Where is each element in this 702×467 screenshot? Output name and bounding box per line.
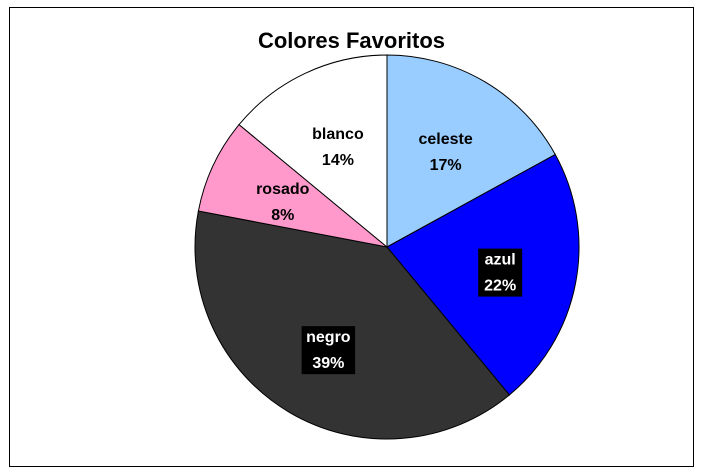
pie-label-name: celeste (419, 131, 473, 148)
pie-label-value: 17% (430, 157, 462, 174)
pie-label-value: 8% (271, 207, 294, 224)
pie-label-name: blanco (312, 126, 364, 143)
pie-label-azul: azul 22% (478, 248, 523, 297)
pie-slice-negro (194, 210, 511, 440)
pie-label-background (301, 326, 356, 375)
pie-label-name: negro (306, 329, 351, 346)
chart-title: Colores Favoritos (257, 28, 446, 53)
pie-label-name: azul (485, 252, 516, 269)
pie-slice-rosado (197, 123, 388, 248)
pie-label-value: 14% (322, 152, 354, 169)
pie-label-blanco: blanco 14% (312, 126, 364, 169)
pie-slice-celeste (386, 54, 556, 248)
pie-label-celeste: celeste 17% (419, 131, 473, 174)
pie-label-name: rosado (256, 181, 310, 198)
pie-chart: celeste 17% azul 22% negro 39% rosado 8% blanco 1… (194, 54, 580, 440)
pie-slice-blanco (238, 54, 388, 249)
pie-label-background (478, 248, 523, 297)
pie-label-value: 22% (484, 278, 516, 295)
pie-label-negro: negro 39% (301, 326, 356, 375)
pie-label-rosado: rosado 8% (256, 181, 310, 224)
pie-label-value: 39% (312, 355, 344, 372)
